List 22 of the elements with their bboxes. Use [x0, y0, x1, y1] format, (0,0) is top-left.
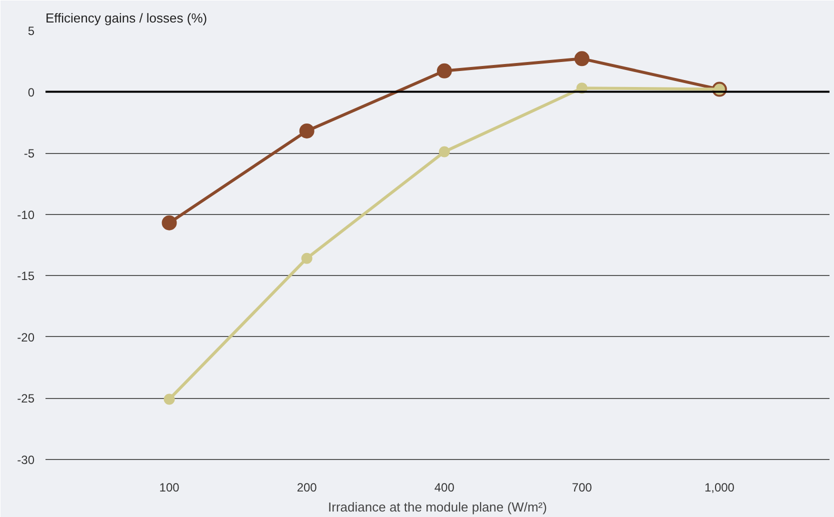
y-tick-label: -20: [17, 330, 35, 344]
x-tick-label: 1,000: [704, 480, 735, 494]
x-tick-label: 700: [572, 480, 592, 494]
point: [162, 215, 177, 230]
point: [299, 123, 314, 138]
y-axis-title: Efficiency gains / losses (%): [46, 10, 208, 26]
y-tick-label: 5: [28, 24, 35, 38]
y-tick-label: -30: [17, 452, 35, 467]
y-tick-label: 0: [28, 85, 35, 100]
x-tick-label: 100: [159, 480, 180, 494]
y-tick-label: -5: [24, 146, 35, 160]
point: [438, 146, 450, 158]
x-tick-label: 400: [434, 480, 455, 494]
point: [574, 51, 590, 66]
point: [164, 394, 175, 405]
point: [301, 252, 312, 264]
x-tick-label: 200: [296, 480, 318, 494]
x-axis-title: Irradiance at the module plane (W/m²): [328, 500, 547, 514]
point: [436, 63, 452, 78]
y-tick-label: -10: [17, 208, 35, 222]
y-tick-label: -25: [17, 392, 35, 406]
y-tick-label: -15: [17, 269, 35, 283]
